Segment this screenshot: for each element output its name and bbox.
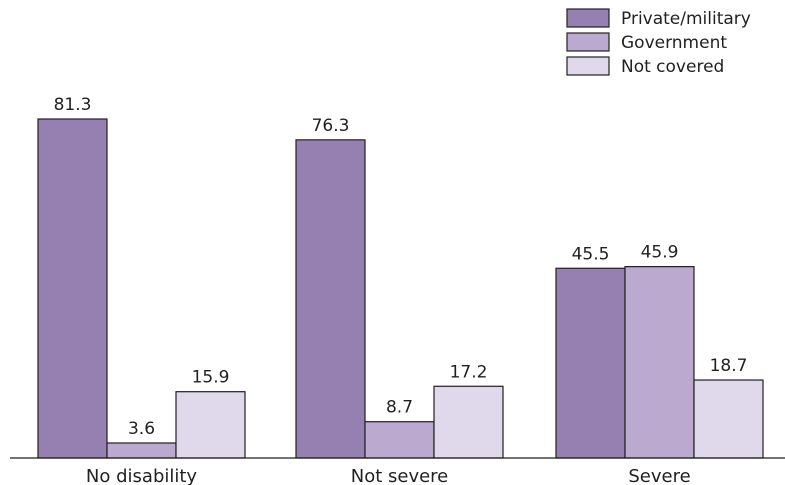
legend-label-not-covered: Not covered	[621, 57, 724, 77]
value-label-government-no-disability: 3.6	[128, 419, 155, 439]
bar-government-no-disability	[106, 442, 177, 459]
legend: Private/military Government Not covered	[566, 8, 751, 77]
category-label: Not severe	[351, 466, 449, 485]
bar-government-not-severe	[364, 421, 435, 459]
bar-not-covered-severe	[693, 379, 764, 459]
bar-not-covered-no-disability	[175, 391, 246, 459]
category-labels: No disability Not severe Severe	[86, 466, 691, 485]
value-labels: 81.3 3.6 15.9 76.3 8.7 17.2 45.5 45.9 18.7	[54, 95, 748, 439]
legend-swatch-government	[566, 32, 610, 52]
bar-private-military-severe	[555, 267, 626, 459]
legend-swatch-not-covered	[566, 56, 610, 76]
bars	[37, 118, 764, 459]
value-label-private-military-severe: 45.5	[572, 244, 610, 264]
value-label-private-military-no-disability: 81.3	[54, 95, 92, 115]
legend-label-private-military: Private/military	[621, 9, 751, 29]
category-label: No disability	[86, 466, 198, 485]
value-label-private-military-not-severe: 76.3	[312, 116, 350, 136]
legend-swatch-private-military	[566, 8, 610, 28]
value-label-government-severe: 45.9	[641, 243, 679, 263]
bar-private-military-not-severe	[295, 139, 366, 459]
bar-private-military-no-disability	[37, 118, 108, 459]
value-label-government-not-severe: 8.7	[386, 398, 413, 418]
category-label: Severe	[628, 466, 690, 485]
value-label-not-covered-not-severe: 17.2	[450, 362, 488, 382]
bar-not-covered-not-severe	[433, 385, 504, 459]
value-label-not-covered-no-disability: 15.9	[192, 368, 230, 388]
bar-government-severe	[624, 266, 695, 459]
value-label-not-covered-severe: 18.7	[710, 356, 748, 376]
legend-label-government: Government	[621, 33, 727, 53]
